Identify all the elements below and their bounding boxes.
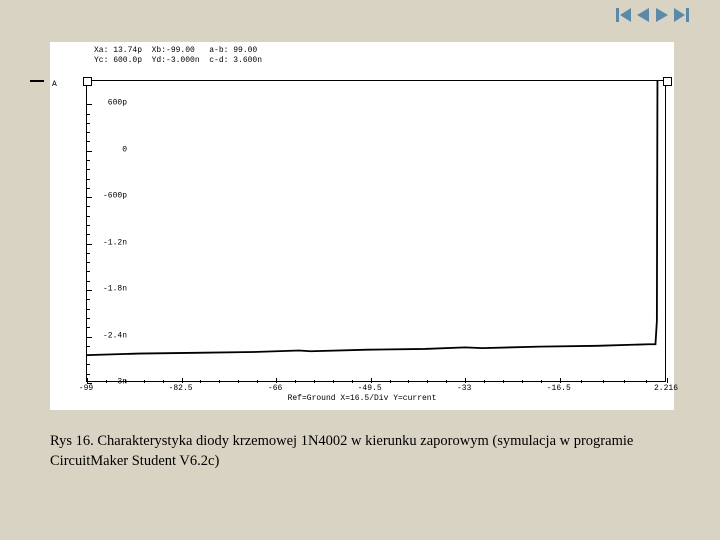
xtick-minor [408,380,409,383]
xtick-minor [484,380,485,383]
ytick-minor [87,206,90,207]
ytick-major [87,290,92,291]
cursor-line1: Xa: 13.74p Xb:-99.00 a-b: 99.00 [94,46,257,55]
xtick-minor [603,380,604,383]
ytick-major [87,337,92,338]
ytick-minor [87,132,90,133]
ytick-major [87,151,92,152]
xtick-minor [333,380,334,383]
ytick-minor [87,281,90,282]
xtick-major [667,378,668,383]
ytick-minor [87,262,90,263]
nav-controls [615,6,690,24]
xtick-minor [390,380,391,383]
ytick-minor [87,364,90,365]
plot-area [86,80,666,382]
xtick-minor [163,380,164,383]
xtick-major [560,378,561,383]
ytick-minor [87,234,90,235]
ytick-minor [87,225,90,226]
xtick-major [371,378,372,383]
ytick-minor [87,141,90,142]
xtick-minor [646,380,647,383]
ytick-label: 600p [108,99,127,108]
xtick-label: -82.5 [169,384,193,393]
xtick-minor [257,380,258,383]
ytick-minor [87,299,90,300]
xtick-minor [522,380,523,383]
cursor-line2: Yc: 600.0p Yd:-3.000n c-d: 3.600n [94,56,262,65]
xtick-label: -99 [79,384,93,393]
xtick-minor [219,380,220,383]
ytick-major [87,197,92,198]
ytick-major [87,244,92,245]
xtick-minor [427,380,428,383]
x-axis-footer: Ref=Ground X=16.5/Div Y=current [50,394,674,403]
xtick-minor [238,380,239,383]
ytick-minor [87,318,90,319]
cursor-handle-b[interactable] [663,77,672,86]
plot-panel: Xa: 13.74p Xb:-99.00 a-b: 99.00 Yc: 600.… [50,42,674,410]
ytick-minor [87,160,90,161]
next-icon[interactable] [653,6,671,24]
first-icon[interactable] [615,6,633,24]
xtick-minor [144,380,145,383]
xtick-label: 2.216 [654,384,678,393]
ytick-minor [87,169,90,170]
cursor-handle-a[interactable] [83,77,92,86]
ytick-label: -2.4n [103,331,127,340]
ytick-minor [87,188,90,189]
ytick-label: 0 [122,145,127,154]
ytick-label: -600p [103,192,127,201]
ytick-minor [87,355,90,356]
ytick-minor [87,123,90,124]
xtick-major [465,378,466,383]
diode-characteristic-line [87,81,657,355]
ytick-label: -1.8n [103,285,127,294]
ytick-minor [87,327,90,328]
xtick-label: -49.5 [358,384,382,393]
y-axis-marker [30,80,44,82]
xtick-minor [200,380,201,383]
ytick-label: -1.2n [103,238,127,247]
xtick-minor [581,380,582,383]
figure-caption: Rys 16. Charakterystyka diody krzemowej … [50,432,674,471]
xtick-label: -66 [268,384,282,393]
xtick-minor [295,380,296,383]
xtick-major [276,378,277,383]
ytick-minor [87,216,90,217]
ytick-minor [87,114,90,115]
ytick-minor [87,374,90,375]
ytick-major [87,104,92,105]
ytick-minor [87,179,90,180]
xtick-minor [352,380,353,383]
xtick-major [87,378,88,383]
xtick-minor [503,380,504,383]
xtick-label: -16.5 [547,384,571,393]
ytick-minor [87,309,90,310]
cursor-info: Xa: 13.74p Xb:-99.00 a-b: 99.00 Yc: 600.… [94,46,262,67]
ytick-label: -3n [113,378,127,387]
ytick-minor [87,271,90,272]
xtick-major [182,378,183,383]
plot-svg [87,81,667,383]
ytick-minor [87,253,90,254]
xtick-label: -33 [457,384,471,393]
xtick-minor [446,380,447,383]
xtick-minor [314,380,315,383]
prev-icon[interactable] [634,6,652,24]
y-axis-unit: A [52,80,57,89]
ytick-minor [87,346,90,347]
last-icon[interactable] [672,6,690,24]
xtick-minor [106,380,107,383]
xtick-minor [624,380,625,383]
xtick-minor [541,380,542,383]
